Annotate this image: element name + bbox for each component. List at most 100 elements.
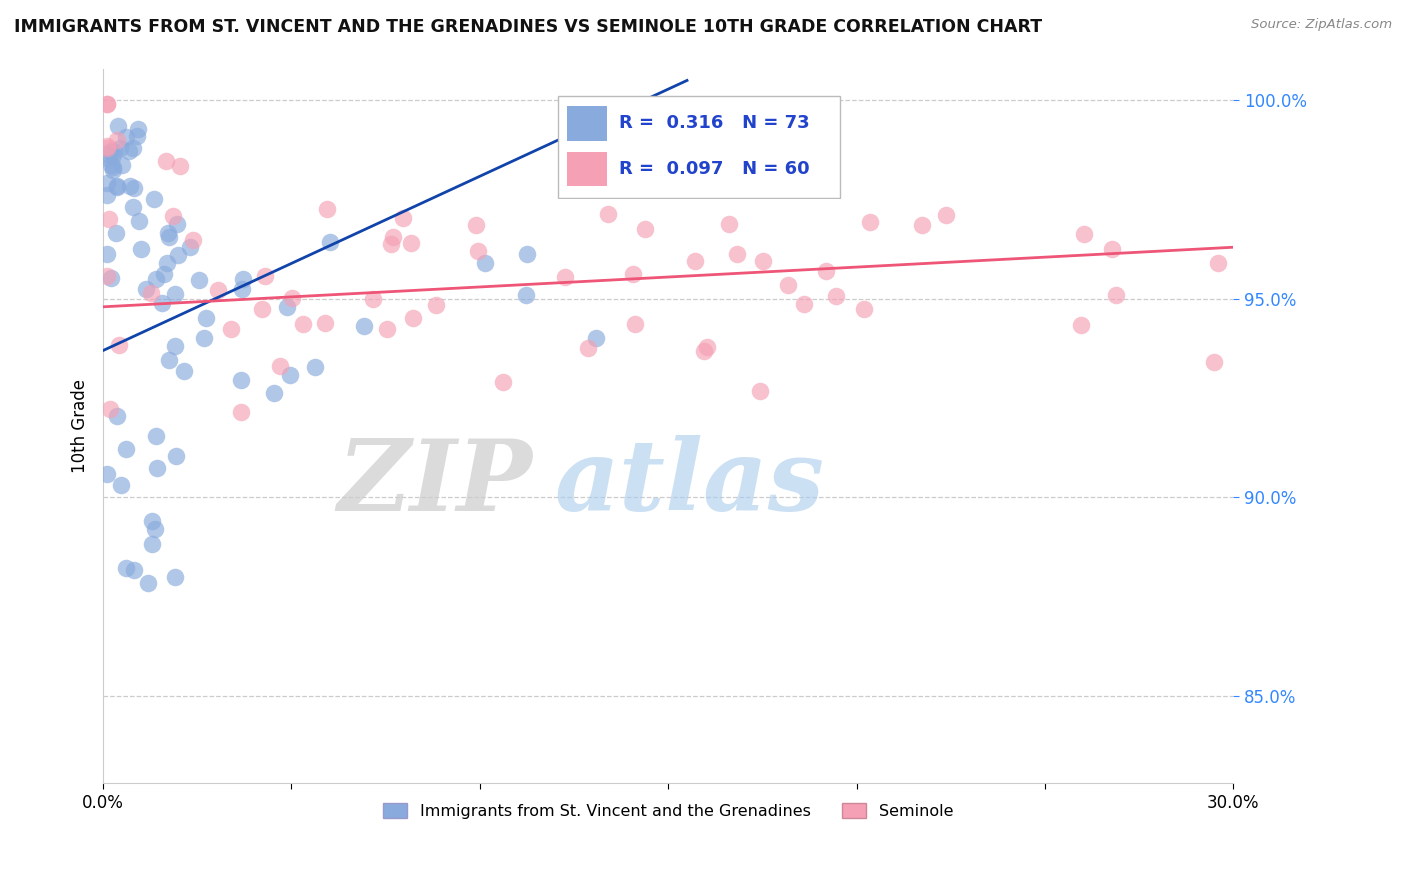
Point [157,353,180,368]
Point [96,138,118,153]
Point [353,318,375,333]
Point [231,282,253,296]
Point [361,293,384,307]
Point [122,563,145,577]
Point [141,514,163,528]
Point [910,218,932,232]
Text: Source: ZipAtlas.com: Source: ZipAtlas.com [1251,18,1392,31]
Point [96,188,118,202]
Point [291,317,314,331]
Point [165,449,187,463]
Point [97,152,120,166]
Point [474,256,496,270]
Point [752,254,775,268]
Point [107,119,129,133]
Point [122,141,145,155]
Point [141,537,163,551]
Point [425,298,447,312]
Point [166,248,188,262]
Point [576,341,599,355]
Point [162,210,184,224]
Point [127,121,149,136]
Point [276,300,298,314]
Point [136,576,159,591]
Point [157,230,180,244]
Point [554,269,576,284]
Point [1073,227,1095,241]
Point [399,236,422,251]
Point [129,242,152,256]
Point [173,363,195,377]
Point [621,268,644,282]
Point [725,247,748,261]
Point [105,409,128,424]
Point [110,477,132,491]
Point [401,311,423,326]
Y-axis label: 10th Grade: 10th Grade [72,379,89,473]
Point [114,130,136,145]
Point [105,226,128,240]
Point [96,97,118,112]
Point [96,176,118,190]
Point [717,217,740,231]
Point [814,264,837,278]
Point [776,277,799,292]
Point [157,226,180,240]
Point [633,222,655,236]
Point [229,373,252,387]
Point [465,218,488,232]
Text: IMMIGRANTS FROM ST. VINCENT AND THE GRENADINES VS SEMINOLE 10TH GRADE CORRELATIO: IMMIGRANTS FROM ST. VINCENT AND THE GREN… [14,18,1042,36]
Point [96,268,118,283]
Point [187,273,209,287]
Point [250,301,273,316]
Point [181,233,204,247]
Point [127,128,149,143]
Point [1206,256,1229,270]
Point [153,267,176,281]
Point [382,230,405,244]
Point [693,344,716,359]
Point [392,211,415,225]
Point [110,159,132,173]
Point [253,268,276,283]
Point [696,340,718,354]
Point [165,570,187,584]
Point [139,286,162,301]
Point [232,272,254,286]
Point [207,283,229,297]
Point [96,467,118,481]
Point [304,359,326,374]
Point [314,316,336,330]
Point [108,141,131,155]
Point [825,289,848,303]
Point [1070,318,1092,332]
Text: ZIP: ZIP [337,435,533,532]
Text: atlas: atlas [555,435,825,532]
Point [219,322,242,336]
Point [107,179,129,194]
Point [100,145,122,159]
Point [683,254,706,268]
Point [163,286,186,301]
Point [101,162,124,177]
Point [169,159,191,173]
Point [155,154,177,169]
Point [281,291,304,305]
Point [194,311,217,326]
Point [103,161,125,175]
Point [1105,288,1128,302]
Point [115,442,138,456]
Point [467,244,489,258]
Point [516,247,538,261]
Point [278,368,301,382]
Point [143,522,166,536]
Point [935,208,957,222]
Point [96,146,118,161]
Point [107,338,129,352]
Point [128,213,150,227]
Point [263,386,285,401]
Point [585,331,607,345]
Point [143,192,166,206]
Point [96,97,118,112]
Point [96,246,118,260]
